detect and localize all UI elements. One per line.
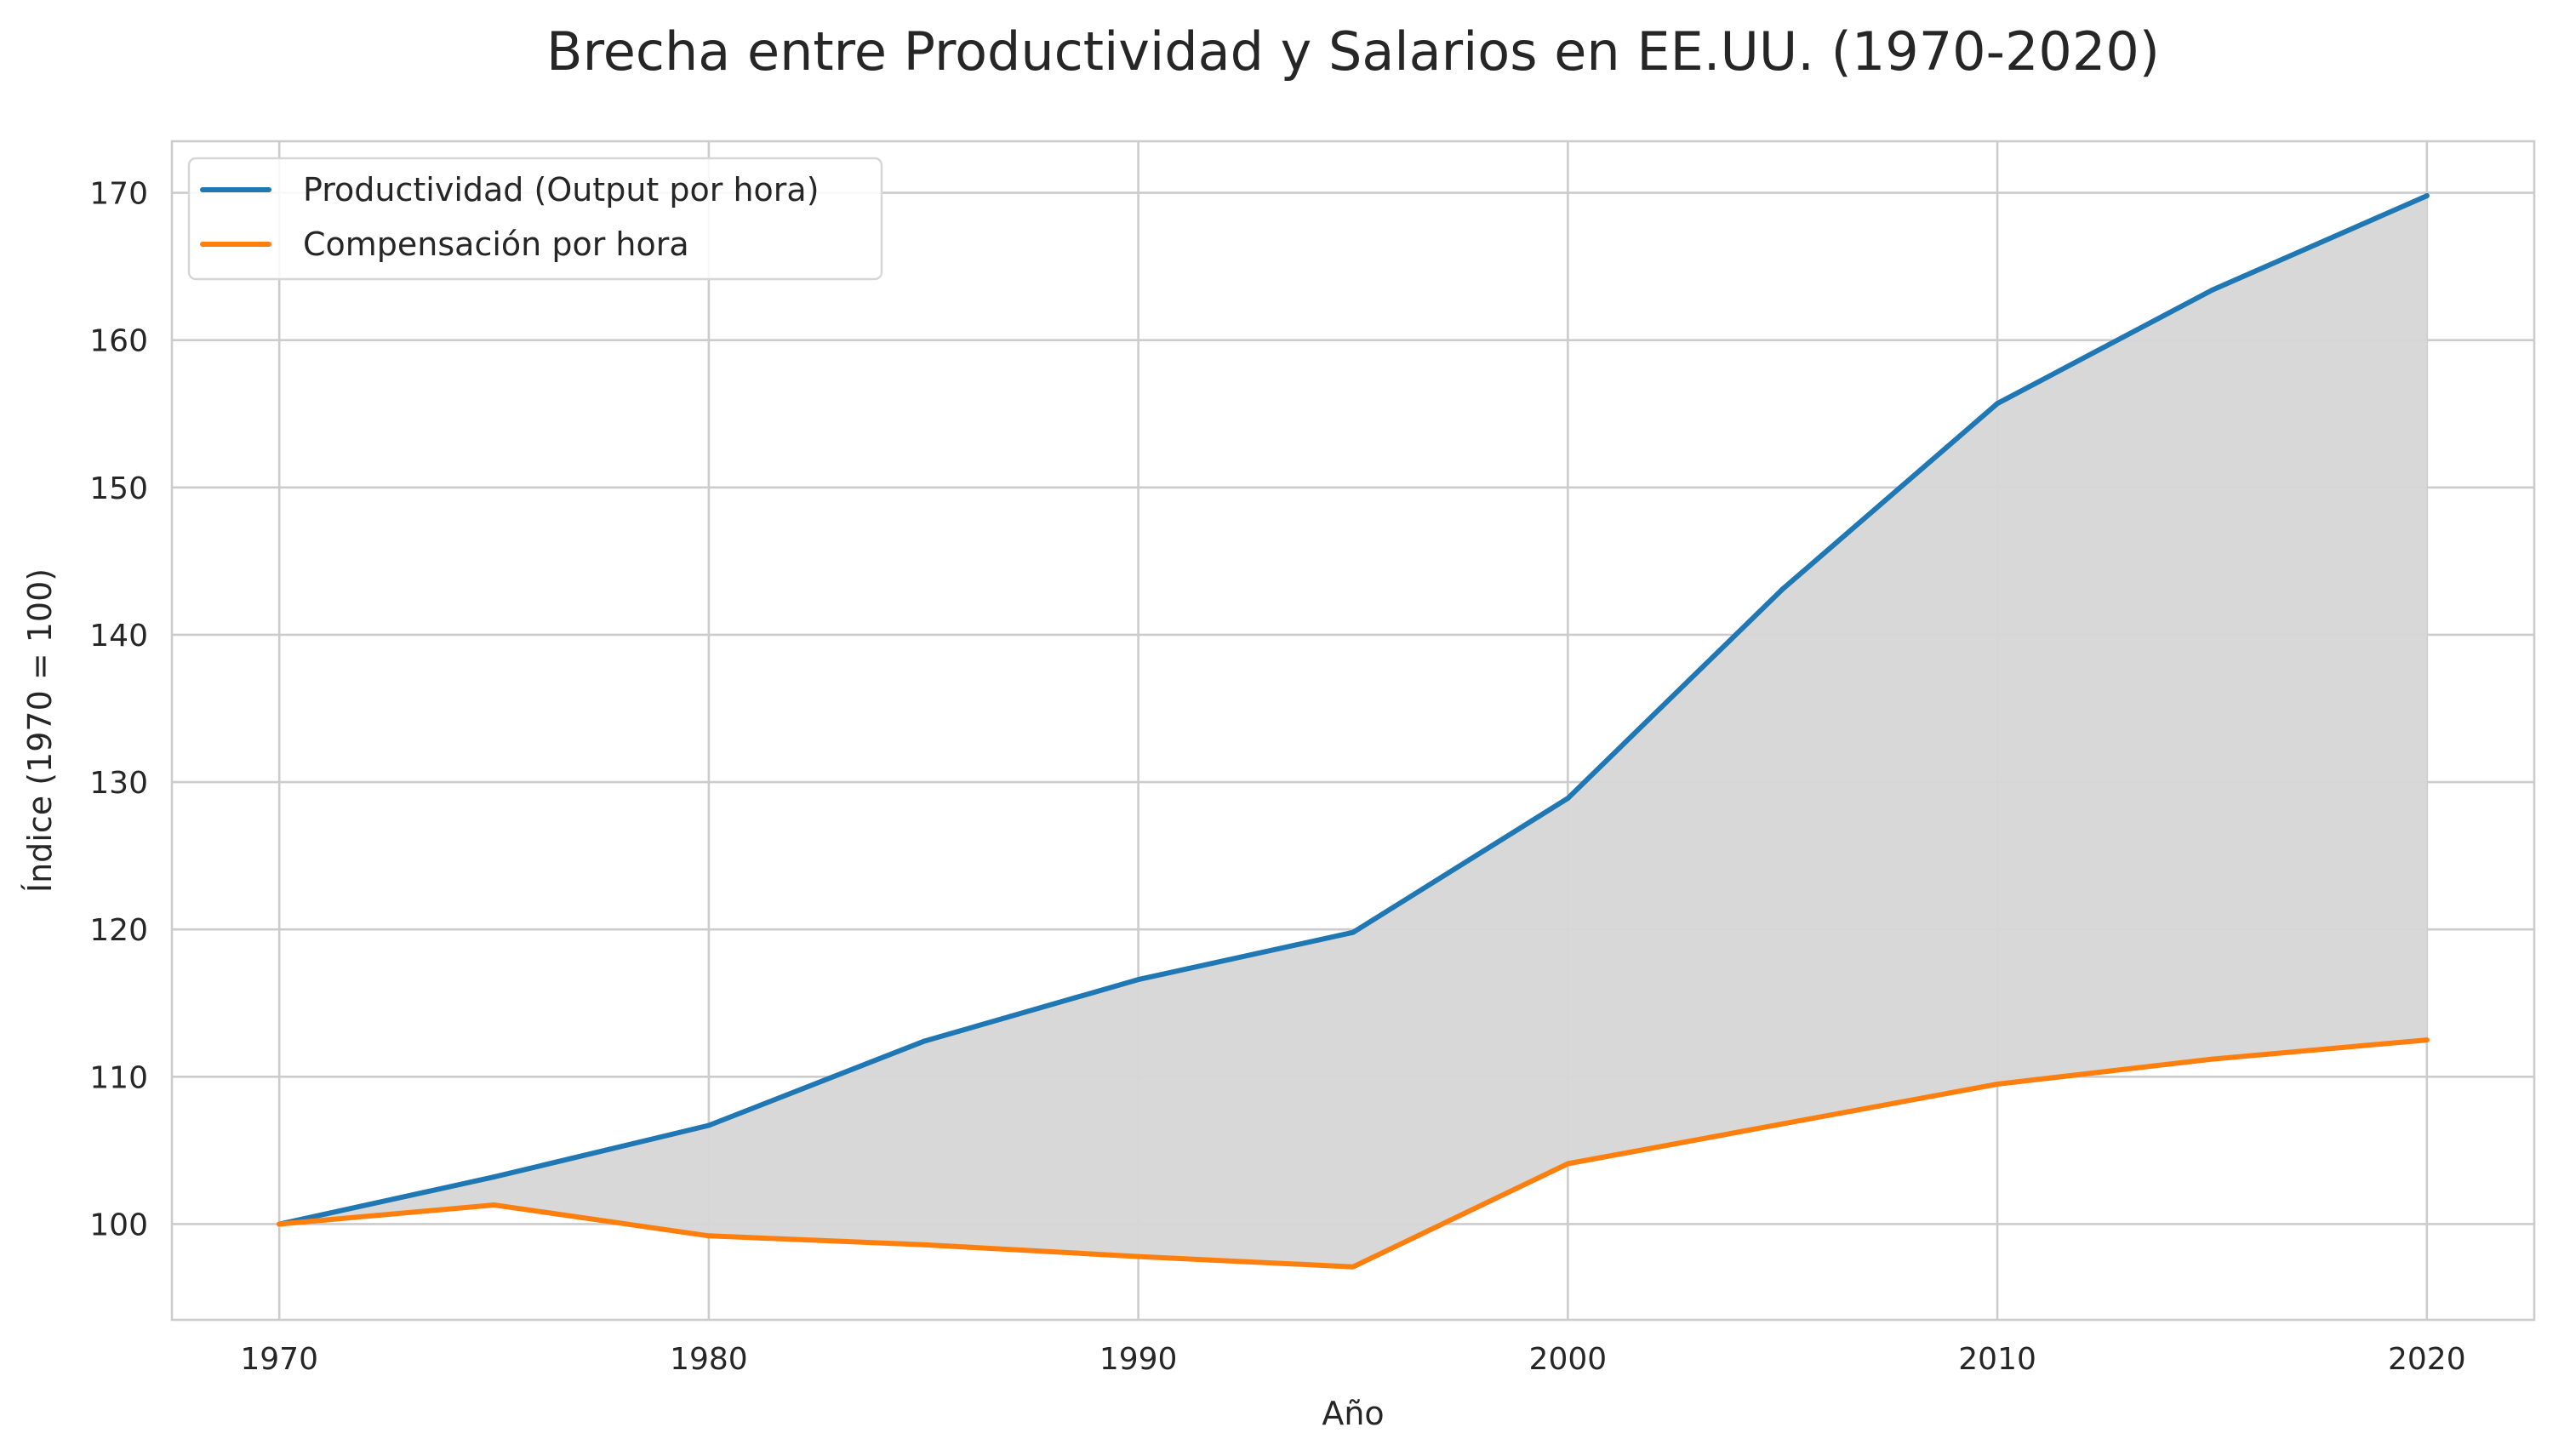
- x-tick-label-1990: 1990: [1099, 1342, 1178, 1377]
- data-point-s0-1995: [1351, 929, 1356, 935]
- y-tick-label-100: 100: [89, 1208, 148, 1242]
- y-tick-label-120: 120: [89, 913, 148, 948]
- y-tick-label-150: 150: [89, 471, 148, 506]
- legend-frame: [187, 157, 883, 281]
- legend: Productividad (Output por hora) Compensac…: [187, 157, 883, 281]
- data-point-s0-2010: [1995, 401, 2001, 407]
- data-point-s0-2015: [2209, 287, 2215, 293]
- data-point-s1-1975: [491, 1202, 497, 1208]
- series-layer: [277, 193, 2430, 1270]
- data-point-s0-1975: [491, 1174, 497, 1180]
- x-tick-labels: 1970 1980 1990 2000 2010 2020: [240, 1342, 2465, 1377]
- y-tick-label-130: 130: [89, 766, 148, 801]
- data-point-s0-1980: [705, 1122, 711, 1128]
- data-point-s0-1985: [921, 1038, 927, 1044]
- y-tick-label-160: 160: [89, 324, 148, 359]
- x-tick-label-1970: 1970: [240, 1342, 318, 1377]
- data-point-s1-2005: [1779, 1121, 1785, 1127]
- data-point-s1-2015: [2209, 1056, 2215, 1062]
- data-point-s0-2020: [2424, 193, 2430, 199]
- chart-title: Brecha entre Productividad y Salarios en…: [546, 20, 2160, 83]
- y-axis-label: Índice (1970 = 100): [21, 568, 59, 893]
- plot-border: [170, 140, 2536, 1322]
- x-tick-label-1980: 1980: [670, 1342, 748, 1377]
- y-tick-label-140: 140: [89, 619, 148, 654]
- y-tick-label-110: 110: [89, 1060, 148, 1095]
- data-point-s1-2010: [1995, 1082, 2001, 1087]
- data-point-s1-1970: [277, 1221, 283, 1227]
- y-tick-label-170: 170: [89, 177, 148, 212]
- data-point-s0-1990: [1135, 977, 1141, 983]
- legend-label-1: Compensación por hora: [303, 226, 689, 263]
- x-tick-label-2000: 2000: [1529, 1342, 1608, 1377]
- data-point-s1-1995: [1351, 1264, 1356, 1270]
- x-axis-label: Año: [1322, 1395, 1384, 1432]
- data-point-s0-2000: [1565, 796, 1571, 802]
- x-tick-label-2020: 2020: [2388, 1342, 2466, 1377]
- data-point-s1-1980: [705, 1233, 711, 1239]
- data-point-s1-1985: [921, 1242, 927, 1248]
- data-point-s1-2020: [2424, 1037, 2430, 1043]
- data-point-s1-2000: [1565, 1161, 1571, 1167]
- data-point-s1-1990: [1135, 1253, 1141, 1259]
- data-point-s0-2005: [1779, 586, 1785, 592]
- legend-label-0: Productividad (Output por hora): [303, 171, 820, 208]
- y-tick-labels: 100 110 120 130 140 150 160 170: [89, 177, 148, 1243]
- fill-layer: [279, 196, 2427, 1267]
- x-tick-label-2010: 2010: [1958, 1342, 2036, 1377]
- gap-fill-area: [279, 196, 2427, 1267]
